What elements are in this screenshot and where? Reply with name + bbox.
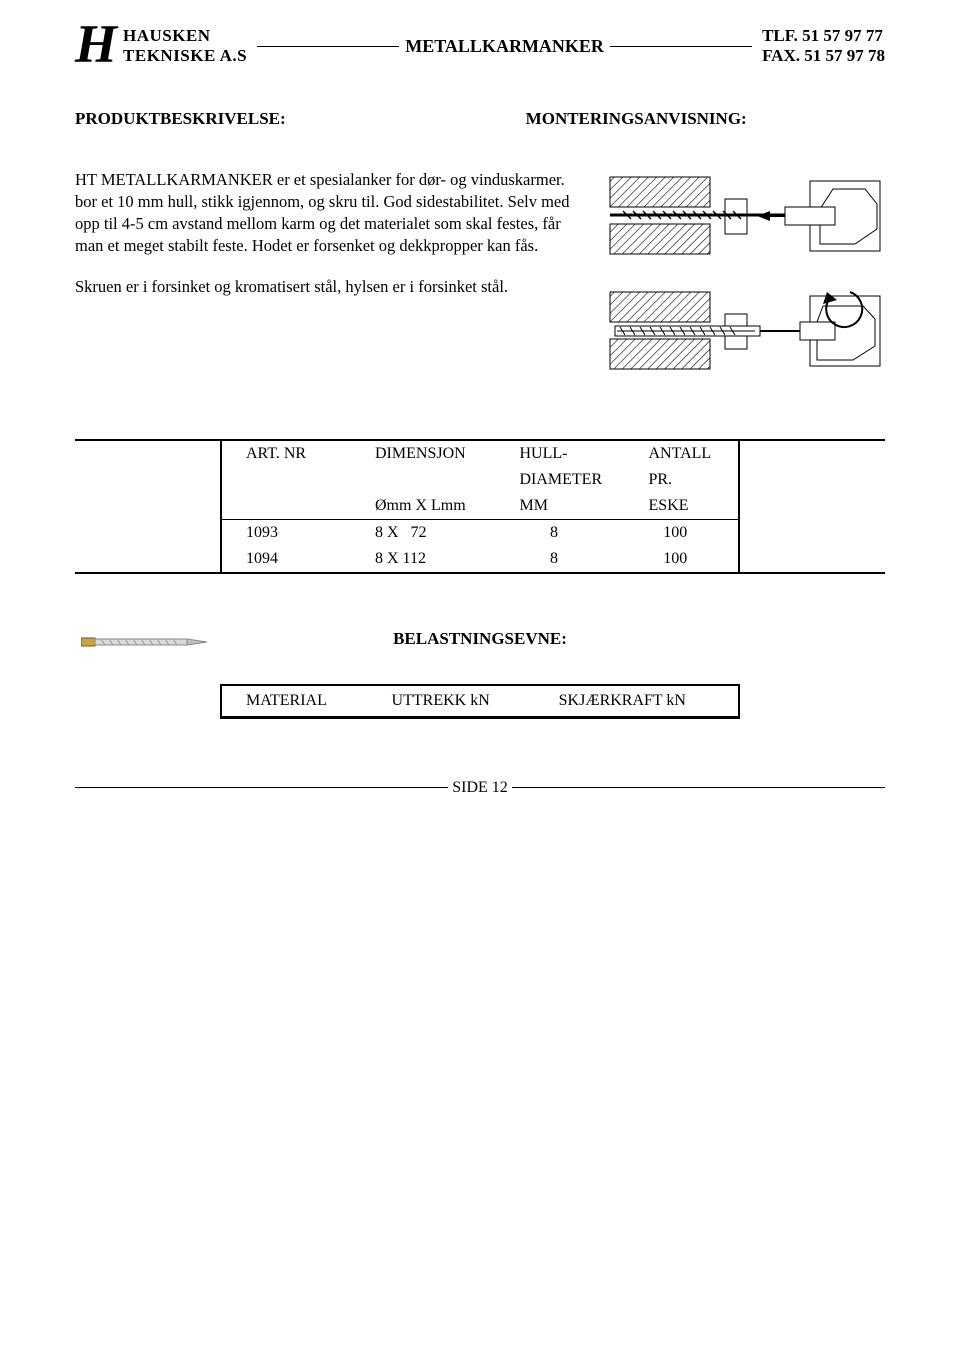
spec-h-unit-mm: MM — [495, 493, 624, 520]
bel-h-skjaer: SKJÆRKRAFT kN — [535, 686, 738, 717]
center-title: METALLKARMANKER — [399, 36, 610, 57]
logo-h-letter: H — [75, 20, 117, 69]
spec-h-ant: ANTALL — [624, 441, 738, 467]
tlf-line: TLF. 51 57 97 77 — [762, 26, 885, 46]
illustration-column — [595, 169, 885, 379]
center-title-wrap: METALLKARMANKER — [257, 36, 752, 57]
footer-page-num: SIDE 12 — [448, 779, 512, 797]
footer: SIDE 12 — [75, 779, 885, 797]
illustration-drill — [605, 169, 885, 264]
spec-h-hull: HULL- — [495, 441, 624, 467]
spec-h-pr: PR. — [624, 467, 738, 493]
contact-block: TLF. 51 57 97 77 FAX. 51 57 97 78 — [762, 26, 885, 66]
spec-table-frame: ART. NR DIMENSJON HULL- ANTALL DIAMETER … — [75, 439, 885, 574]
table-cell: 8 X 72 — [351, 519, 495, 546]
mounting-head: MONTERINGSANVISNING: — [526, 109, 747, 129]
table-cell: 1094 — [222, 546, 351, 572]
spec-table-outer: ART. NR DIMENSJON HULL- ANTALL DIAMETER … — [75, 439, 885, 574]
footer-rule-left — [75, 787, 448, 788]
bel-h-uttrekk: UTTREKK kN — [368, 686, 535, 717]
spec-table: ART. NR DIMENSJON HULL- ANTALL DIAMETER … — [222, 441, 738, 572]
spec-h-artnr: ART. NR — [222, 441, 351, 467]
fax-line: FAX. 51 57 97 78 — [762, 46, 885, 66]
load-table-frame: MATERIAL UTTREKK kN SKJÆRKRAFT kN — [220, 684, 740, 719]
footer-rule-right — [512, 787, 885, 788]
spec-h-unit-dim: Ømm X Lmm — [351, 493, 495, 520]
bel-h-material: MATERIAL — [222, 686, 368, 717]
table-cell: 8 — [495, 546, 624, 572]
load-table: MATERIAL UTTREKK kN SKJÆRKRAFT kN — [222, 686, 738, 717]
table-row: 10938 X 728100 — [222, 519, 738, 546]
table-row: 10948 X 1128100 — [222, 546, 738, 572]
paragraph-2: Skruen er i forsinket og kromatisert stå… — [75, 276, 575, 298]
section-heads: PRODUKTBESKRIVELSE: MONTERINGSANVISNING: — [75, 109, 885, 129]
spec-h-dim: DIMENSJON — [351, 441, 495, 467]
table-cell: 100 — [624, 519, 738, 546]
table-cell: 8 X 112 — [351, 546, 495, 572]
spec-h-diameter: DIAMETER — [495, 467, 624, 493]
logo-block: H HAUSKEN TEKNISKE A.S — [75, 20, 247, 69]
table-cell: 1093 — [222, 519, 351, 546]
product-desc-head: PRODUKTBESKRIVELSE: — [75, 109, 286, 129]
company-sub: TEKNISKE A.S — [123, 46, 247, 66]
body-row: HT METALLKARMANKER er et spesialanker fo… — [75, 169, 885, 379]
body-text: HT METALLKARMANKER er et spesialanker fo… — [75, 169, 575, 379]
table-cell: 8 — [495, 519, 624, 546]
header-row: H HAUSKEN TEKNISKE A.S METALLKARMANKER T… — [75, 20, 885, 69]
paragraph-1: HT METALLKARMANKER er et spesialanker fo… — [75, 169, 575, 258]
illustration-screw — [605, 284, 885, 379]
anchor-product-image — [81, 629, 211, 655]
company-name: HAUSKEN — [123, 26, 247, 46]
spec-h-unit-eske: ESKE — [624, 493, 738, 520]
title-rule-left — [257, 46, 399, 47]
title-rule-right — [610, 46, 752, 47]
table-cell: 100 — [624, 546, 738, 572]
